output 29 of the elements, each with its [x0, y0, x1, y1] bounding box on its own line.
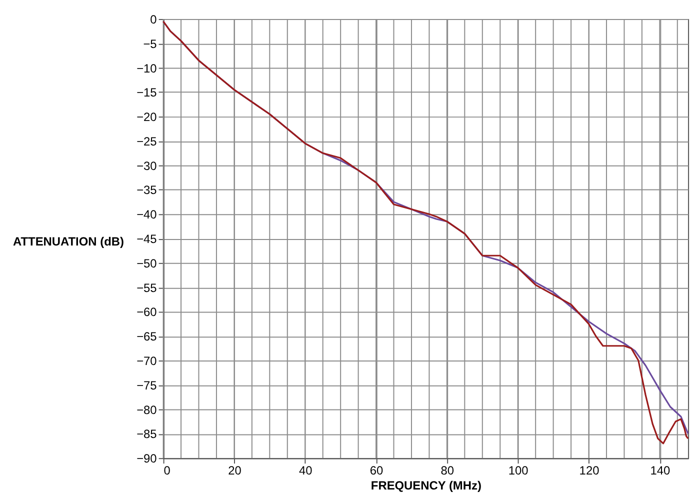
x-tick-label: 60: [370, 464, 384, 478]
y-tick-label: −25: [136, 134, 158, 148]
y-tick-label: −30: [136, 158, 158, 173]
x-tick-label: 40: [298, 464, 313, 478]
x-axis-title: FREQUENCY (MHz): [370, 478, 482, 492]
x-tick-label: 120: [579, 464, 600, 478]
x-tick-label: 80: [440, 464, 454, 478]
y-tick-label: −60: [136, 305, 158, 320]
y-tick-label: −70: [136, 354, 158, 368]
y-tick-label: −20: [136, 110, 158, 124]
y-tick-label: −75: [136, 378, 158, 392]
x-tick-label: 100: [508, 464, 529, 478]
x-tick-label: 0: [164, 464, 171, 478]
y-tick-label: −15: [136, 86, 158, 100]
y-tick-label: −90: [136, 452, 158, 466]
y-tick-label: −80: [136, 402, 158, 417]
y-tick-label: 0: [150, 12, 158, 26]
y-tick-label: −85: [136, 427, 158, 442]
y-axis-title: ATTENUATION (dB): [13, 234, 124, 249]
x-tick-label: 20: [228, 464, 242, 478]
y-tick-label: −5: [143, 36, 158, 51]
y-tick-label: −10: [136, 61, 158, 76]
y-tick-label: −35: [136, 183, 158, 198]
x-tick-label: 140: [650, 464, 670, 478]
y-tick-label: −40: [136, 208, 158, 222]
y-tick-label: −45: [136, 232, 158, 246]
y-tick-label: −55: [136, 280, 158, 295]
y-tick-label: −65: [136, 330, 158, 344]
y-tick-label: −50: [136, 256, 158, 270]
